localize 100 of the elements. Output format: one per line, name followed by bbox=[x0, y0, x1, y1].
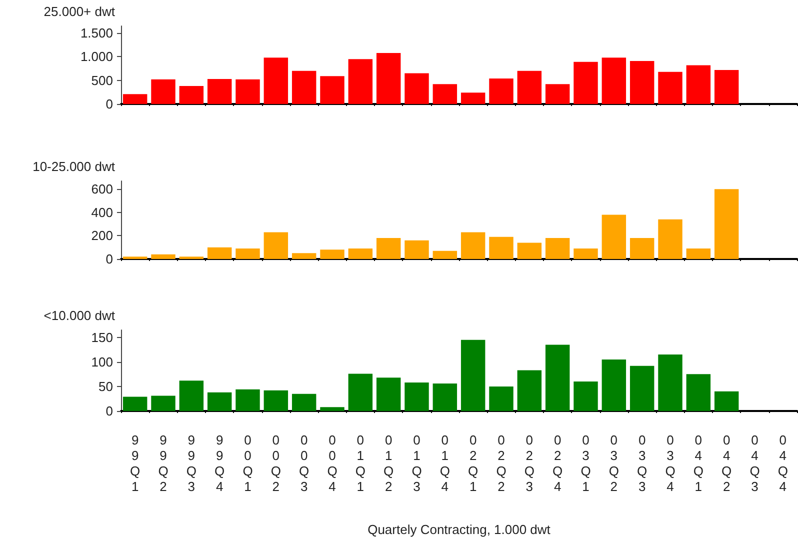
bar bbox=[602, 214, 626, 259]
x-tick-label: 03Q2 bbox=[608, 432, 619, 494]
bar bbox=[658, 354, 682, 411]
x-tick-label: 00Q4 bbox=[327, 432, 338, 494]
bar bbox=[122, 396, 148, 411]
bar bbox=[517, 242, 542, 259]
bar bbox=[320, 76, 344, 104]
y-tick-label: 1.000 bbox=[80, 49, 113, 64]
bar bbox=[348, 248, 373, 259]
x-tick-label: 02Q1 bbox=[468, 432, 478, 494]
bar bbox=[292, 253, 316, 259]
bar bbox=[630, 238, 654, 259]
x-tick-label: 03Q3 bbox=[637, 432, 648, 494]
bar bbox=[460, 232, 486, 259]
bar bbox=[489, 78, 514, 104]
bar bbox=[292, 394, 316, 411]
bar bbox=[207, 247, 232, 259]
x-axis-title: Quartely Contracting, 1.000 dwt bbox=[368, 522, 551, 537]
x-tick-label: 99Q1 bbox=[130, 432, 140, 494]
bar bbox=[545, 344, 570, 411]
bar bbox=[574, 62, 598, 104]
x-tick-label: 01Q4 bbox=[440, 432, 450, 494]
bar bbox=[348, 59, 373, 104]
bar bbox=[630, 366, 654, 411]
x-tick-label: 99Q4 bbox=[214, 432, 225, 494]
y-tick-label: 200 bbox=[91, 228, 113, 244]
bar bbox=[264, 232, 288, 259]
bar bbox=[264, 58, 288, 104]
y-tick-label: 400 bbox=[91, 204, 113, 220]
x-tick-label: 00Q3 bbox=[299, 432, 310, 494]
bar bbox=[432, 84, 458, 104]
bar bbox=[179, 86, 204, 104]
bar bbox=[630, 60, 654, 104]
x-tick-label: 04Q2 bbox=[722, 432, 732, 494]
bar bbox=[376, 52, 401, 104]
x-tick-label: 04Q3 bbox=[750, 432, 760, 494]
bar bbox=[489, 236, 514, 259]
bar bbox=[179, 380, 204, 411]
x-tick-label: 02Q4 bbox=[552, 432, 563, 494]
x-tick-label: 03Q4 bbox=[665, 432, 676, 494]
bar bbox=[376, 238, 401, 259]
bar bbox=[460, 92, 486, 104]
y-tick-label: 500 bbox=[91, 72, 113, 88]
x-tick-label: 00Q2 bbox=[270, 432, 281, 494]
y-tick-label: 100 bbox=[91, 354, 113, 370]
bar bbox=[658, 72, 682, 104]
bar bbox=[602, 58, 626, 104]
x-tick-label: 04Q1 bbox=[693, 432, 704, 494]
bar bbox=[714, 391, 739, 411]
bar bbox=[545, 84, 570, 104]
x-tick-label: 00Q1 bbox=[242, 432, 253, 494]
bar bbox=[432, 384, 458, 411]
bar bbox=[151, 254, 176, 259]
bar bbox=[320, 250, 344, 259]
bar bbox=[489, 386, 514, 411]
y-tick-label: 1.500 bbox=[80, 26, 113, 41]
bar bbox=[207, 78, 232, 104]
bar bbox=[432, 250, 458, 259]
bar bbox=[460, 340, 486, 411]
bar bbox=[122, 94, 148, 104]
bar bbox=[348, 374, 373, 411]
x-tick-label: 01Q2 bbox=[384, 432, 394, 494]
x-tick-label: 04Q4 bbox=[778, 432, 788, 494]
x-tick-label: 01Q1 bbox=[355, 432, 366, 494]
x-tick-label: 99Q3 bbox=[186, 432, 196, 494]
bar bbox=[658, 219, 682, 259]
y-axis-title: <10.000 dwt bbox=[44, 308, 116, 323]
bar bbox=[151, 79, 176, 104]
bar bbox=[236, 248, 260, 259]
bar bbox=[236, 389, 260, 411]
bar bbox=[574, 248, 598, 259]
bar bbox=[320, 407, 344, 411]
bar bbox=[151, 396, 176, 411]
bar bbox=[404, 73, 429, 104]
y-tick-label: 50 bbox=[98, 378, 113, 394]
x-tick-label: 01Q3 bbox=[412, 432, 422, 494]
y-tick-label: 0 bbox=[106, 252, 113, 266]
bar bbox=[404, 382, 429, 411]
y-tick-label: 0 bbox=[106, 96, 113, 112]
y-axis-title: 10-25.000 dwt bbox=[32, 159, 116, 174]
bar bbox=[517, 70, 542, 104]
bar bbox=[686, 65, 711, 104]
y-axis-title: 25.000+ dwt bbox=[44, 4, 116, 19]
bar bbox=[236, 79, 260, 104]
bar bbox=[602, 359, 626, 411]
x-tick-label: 02Q2 bbox=[496, 432, 506, 494]
bar bbox=[207, 392, 232, 411]
bar bbox=[545, 238, 570, 259]
bar bbox=[264, 390, 288, 411]
bar bbox=[517, 370, 542, 411]
y-tick-label: 600 bbox=[91, 182, 113, 197]
x-tick-label: 03Q1 bbox=[580, 432, 591, 494]
bar bbox=[686, 374, 711, 411]
bar bbox=[714, 70, 739, 104]
bar bbox=[686, 248, 711, 259]
bar bbox=[404, 240, 429, 259]
y-tick-label: 150 bbox=[91, 330, 113, 345]
x-tick-label: 99Q2 bbox=[158, 432, 168, 494]
bar bbox=[714, 189, 739, 259]
x-tick-label: 02Q3 bbox=[524, 432, 534, 494]
